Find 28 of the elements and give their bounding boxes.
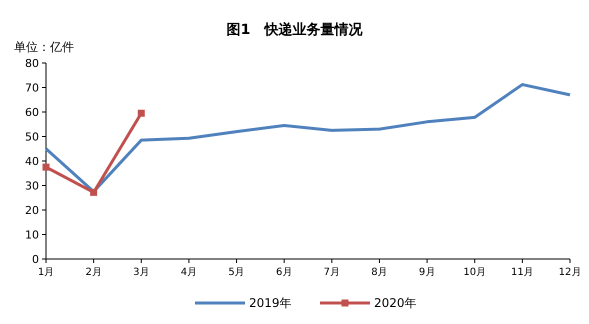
legend-label: 2019年 — [249, 296, 292, 310]
point — [42, 164, 50, 171]
y-tick-label: 20 — [25, 204, 39, 217]
chart-title: 图1 快递业务量情况 — [226, 21, 364, 38]
x-tick-label: 1月 — [38, 267, 54, 278]
y-tick-label: 50 — [25, 130, 39, 144]
y-tick-label: 80 — [25, 57, 39, 70]
x-tick-label: 9月 — [418, 267, 436, 278]
point — [138, 110, 145, 117]
x-tick-label: 3月 — [133, 267, 150, 278]
x-tick-label: 7月 — [324, 267, 340, 278]
x-tick-label: 6月 — [276, 267, 292, 278]
x-tick-label: 5月 — [228, 267, 245, 278]
y-tick-label: 70 — [25, 82, 39, 94]
y-tick-label: 10 — [25, 228, 39, 242]
y-axis-title: 单位：亿件 — [14, 40, 74, 54]
y-tick-label: 30 — [25, 180, 39, 192]
y-tick-label: 0 — [32, 253, 39, 266]
x-tick-label: 10月 — [463, 267, 486, 278]
y-tick-label: 40 — [25, 155, 39, 168]
x-tick-label: 11月 — [510, 267, 534, 278]
x-tick-label: 2月 — [85, 267, 102, 278]
legend-label: 2020年 — [374, 296, 417, 310]
x-tick-label: 8月 — [371, 267, 388, 278]
y-tick-label: 60 — [25, 106, 39, 119]
point — [90, 188, 98, 196]
x-tick-label: 12月 — [558, 267, 582, 278]
x-tick-label: 4月 — [180, 267, 198, 278]
